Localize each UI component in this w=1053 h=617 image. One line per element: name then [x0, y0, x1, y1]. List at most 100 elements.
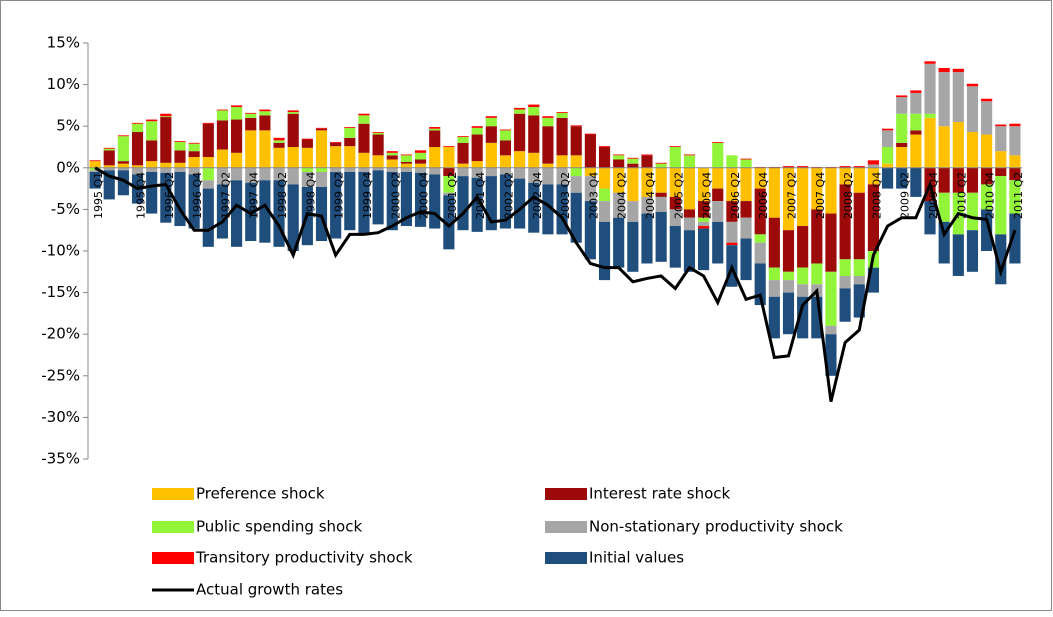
- bar-segment: [117, 161, 129, 164]
- bar-segment: [782, 166, 795, 168]
- bar-segment: [259, 111, 271, 116]
- bar-segment: [514, 178, 526, 229]
- bar-segment: [698, 226, 710, 229]
- bar-segment: [273, 167, 285, 181]
- legend-label: Interest rate shock: [589, 485, 731, 503]
- bar-segment: [938, 67, 950, 73]
- bar-segment: [259, 167, 271, 181]
- bar-segment: [726, 242, 738, 246]
- bar-segment: [938, 167, 950, 193]
- bar-segment: [216, 184, 229, 239]
- bar-segment: [330, 146, 342, 168]
- x-tick-label: 1996 Q2: [163, 172, 176, 219]
- bar-segment: [1009, 123, 1021, 127]
- bar-segment: [273, 140, 285, 143]
- bar-segment: [542, 167, 554, 185]
- bar-segment: [556, 167, 568, 185]
- bar-segment: [315, 186, 328, 242]
- bar-segment: [301, 147, 313, 168]
- x-tick-label: 1995 Q1: [92, 172, 105, 219]
- bar-segment: [584, 201, 596, 260]
- bar-segment: [528, 115, 540, 153]
- bar-segment: [457, 137, 469, 143]
- bar-segment: [528, 107, 540, 116]
- x-tick-label: 2001 Q2: [446, 172, 459, 219]
- bar-segment: [782, 167, 795, 231]
- bar-segment: [981, 209, 993, 251]
- bar-segment: [797, 167, 809, 227]
- bar-segment: [924, 113, 936, 118]
- bar-segment: [528, 167, 540, 183]
- bar-segment: [811, 263, 823, 285]
- x-tick-label: 2002 Q4: [531, 172, 544, 219]
- bar-segment: [315, 128, 328, 131]
- bar-segment: [740, 159, 752, 168]
- bar-segment: [881, 128, 894, 131]
- bar-segment: [966, 192, 979, 231]
- bar-segment: [414, 159, 427, 164]
- bar-segment: [627, 201, 639, 222]
- bar-segment: [740, 217, 752, 239]
- bar-segment: [910, 130, 922, 135]
- y-tick-label: 5%: [56, 117, 80, 135]
- bar-segment: [202, 123, 214, 157]
- bar-segment: [598, 201, 611, 222]
- bar-segment: [514, 151, 526, 168]
- bar-segment: [839, 288, 851, 322]
- bar-segment: [995, 167, 1007, 177]
- bar-segment: [188, 167, 200, 175]
- bar-segment: [698, 201, 710, 218]
- x-tick-label: 1998 Q4: [304, 172, 317, 219]
- x-tick-label: 2011 Q2: [1012, 172, 1025, 219]
- x-tick-label: 1997 Q2: [219, 172, 232, 219]
- bar-segment: [938, 126, 950, 168]
- bar-segment: [457, 167, 469, 177]
- bar-segment: [1009, 126, 1021, 156]
- bar-segment: [414, 152, 427, 160]
- bar-segment: [89, 161, 101, 168]
- bar-segment: [556, 155, 568, 168]
- bar-segment: [89, 171, 101, 189]
- bar-segment: [344, 137, 356, 147]
- bar-segment: [514, 107, 526, 110]
- bar-segment: [683, 230, 696, 272]
- bar-segment: [726, 155, 738, 168]
- bar-segment: [528, 104, 540, 108]
- bar-segment: [315, 130, 328, 168]
- bar-segment: [330, 142, 342, 147]
- bar-segment: [429, 127, 441, 129]
- bar-segment: [174, 167, 186, 172]
- x-tick-label: 2005 Q2: [672, 172, 685, 219]
- bar-segment: [740, 158, 752, 160]
- bar-segment: [245, 167, 257, 183]
- bar-segment: [231, 180, 243, 247]
- bar-segment: [924, 117, 936, 168]
- bar-segment: [471, 126, 483, 128]
- bar-segment: [443, 195, 455, 250]
- bar-segment: [995, 176, 1007, 235]
- bar-segment: [429, 167, 441, 175]
- bar-segment: [174, 142, 186, 151]
- bar-segment: [683, 155, 696, 168]
- bar-segment: [457, 136, 469, 138]
- bar-segment: [910, 90, 922, 93]
- bar-segment: [641, 213, 653, 264]
- bar-segment: [811, 167, 823, 210]
- bar-segment: [344, 127, 356, 138]
- bar-segment: [924, 61, 936, 64]
- bar-segment: [386, 159, 398, 168]
- y-tick-label: -25%: [41, 366, 80, 384]
- bar-segment: [117, 170, 129, 196]
- bar-segment: [655, 162, 667, 164]
- bar-segment: [641, 167, 653, 197]
- y-tick-label: 10%: [47, 75, 80, 93]
- bar-segment: [471, 161, 483, 168]
- bar-segment: [372, 132, 384, 135]
- bar-segment: [231, 119, 243, 153]
- bar-segment: [613, 167, 625, 193]
- bar-segment: [782, 230, 795, 272]
- bar-segment: [570, 167, 582, 177]
- y-tick-label: 15%: [47, 34, 80, 52]
- bar-segment: [358, 171, 370, 235]
- bar-segment: [669, 226, 681, 268]
